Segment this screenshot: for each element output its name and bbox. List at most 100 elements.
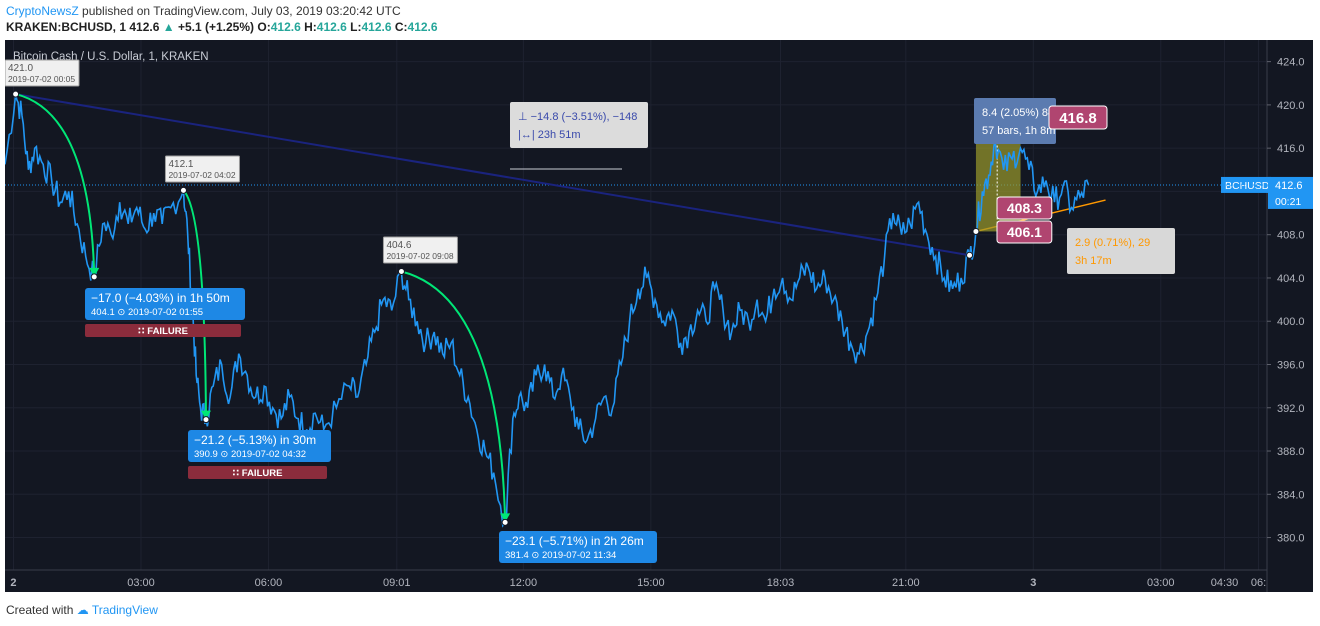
failure-label: ∷ FAILURE: [138, 326, 188, 337]
symbol-tag-box: [1221, 176, 1271, 193]
tradingview-link[interactable]: TradingView: [91, 603, 158, 617]
time-tick-label: 2: [10, 577, 16, 589]
drop-label-change: −23.1 (−5.71%) in 2h 26m: [505, 534, 644, 548]
callout-value: 421.0: [8, 63, 33, 74]
point-marker: [972, 227, 980, 235]
grid: [5, 40, 1267, 570]
high-label: H:: [304, 20, 317, 34]
measure-blue-line1: 8.4 (2.05%) 84: [982, 107, 1054, 119]
created-with-label: Created with: [6, 603, 74, 617]
close-label: C:: [394, 20, 408, 34]
callout-time: 2019-07-02 09:08: [386, 251, 453, 261]
measure-gray: ⊥ −14.8 (−3.51%), −148 |↔| 23h 51m: [510, 102, 648, 148]
drop-arrow-1: [15, 93, 96, 277]
measure-gray-box: [510, 102, 648, 148]
point-marker: [501, 518, 509, 526]
price-tick-label: 400.0: [1277, 316, 1305, 328]
drop-label: −21.2 (−5.13%) in 30m 390.9 ⊙ 2019-07-02 …: [188, 430, 331, 479]
countdown-text: 00:21: [1275, 196, 1301, 208]
time-tick-label: 12:00: [510, 577, 538, 589]
measure-blue-box: [974, 98, 1056, 144]
measure-orange: 2.9 (0.71%), 29 3h 17m: [1067, 228, 1175, 274]
price-value: 412.6: [129, 20, 160, 34]
trend-line: [15, 93, 970, 257]
drop-label-change: −21.2 (−5.13%) in 30m: [194, 433, 316, 447]
price-label-408: 408.3: [996, 196, 1053, 220]
price-label-408-text: 408.3: [1007, 200, 1042, 216]
tradingview-logo-icon: ☁: [76, 603, 89, 617]
price-series: [4, 93, 1090, 528]
chart-header: CryptoNewsZ published on TradingView.com…: [6, 3, 438, 35]
price-label-406-text: 406.1: [1007, 224, 1042, 240]
price-chart[interactable]: 424.0420.0416.0412.0408.0404.0400.0396.0…: [4, 40, 1314, 592]
callout-time: 2019-07-02 00:05: [8, 74, 75, 84]
drop-arrow-3-head: [500, 513, 511, 523]
last-price-text: 412.6: [1275, 180, 1303, 192]
chart-area[interactable]: 424.0420.0416.0412.0408.0404.0400.0396.0…: [4, 40, 1314, 592]
failure-badge: [188, 466, 327, 479]
price-tick-label: 404.0: [1277, 273, 1305, 285]
author-link[interactable]: CryptoNewsZ: [6, 4, 79, 18]
price-label-416: 416.8: [1048, 105, 1108, 130]
drop-arrow-3: [401, 270, 507, 523]
publish-info: published on TradingView.com, July 03, 2…: [82, 4, 401, 18]
time-tick-label: 03:00: [1147, 577, 1175, 589]
time-tick-label: 04:30: [1211, 577, 1239, 589]
measure-gray-line1: ⊥ −14.8 (−3.51%), −148: [518, 111, 637, 123]
point-marker: [90, 273, 98, 281]
price-label-406-box: [996, 220, 1053, 244]
price-label-408-box: [996, 196, 1053, 220]
time-tick-label: 18:03: [767, 577, 795, 589]
failure-badge: [85, 324, 241, 337]
point-marker: [966, 251, 974, 259]
price-label-416-box: [1048, 105, 1108, 130]
footer: Created with ☁ TradingView: [6, 603, 158, 617]
drop-label-box: [85, 288, 245, 320]
drop-arrow-2-head: [200, 410, 211, 420]
ohlc-line: KRAKEN:BCHUSD, 1 412.6 ▲ +5.1 (+1.25%) O…: [6, 19, 438, 35]
price-tick-label: 420.0: [1277, 100, 1305, 112]
time-tick-label: 3: [1030, 577, 1036, 589]
low-label: L:: [350, 20, 362, 34]
drop-label-info: 404.1 ⊙ 2019-07-02 01:55: [91, 307, 203, 318]
time-tick-label: 09:01: [383, 577, 411, 589]
point-marker: [179, 186, 187, 194]
change-value: +5.1 (+1.25%): [177, 20, 255, 34]
price-label-416-text: 416.8: [1059, 110, 1097, 127]
callout-box: [4, 59, 80, 87]
price-tick-label: 384.0: [1277, 489, 1305, 501]
price-line: [4, 93, 1090, 528]
price-tick-label: 392.0: [1277, 403, 1305, 415]
drop-label-info: 381.4 ⊙ 2019-07-02 11:34: [505, 550, 616, 561]
publish-line: CryptoNewsZ published on TradingView.com…: [6, 3, 438, 19]
measure-blue: 8.4 (2.05%) 84 57 bars, 1h 8m: [974, 98, 1056, 144]
measure-gray-line2: |↔| 23h 51m: [518, 129, 581, 141]
low-value: 412.6: [361, 20, 392, 34]
measure-orange-line2: 3h 17m: [1075, 255, 1112, 267]
time-tick-label: 06:00: [255, 577, 283, 589]
drop-label-change: −17.0 (−4.03%) in 1h 50m: [91, 291, 230, 305]
price-tick-label: 424.0: [1277, 57, 1305, 69]
drop-arrow-1-head: [89, 267, 100, 277]
price-label-406: 406.1: [996, 220, 1053, 244]
time-axis[interactable]: 2 03:00 06:00 09:01 12:00 15:00 18:03 21:00 3 03:…: [5, 569, 1267, 589]
symbol-label: KRAKEN:BCHUSD, 1: [6, 20, 127, 34]
time-tick-label: 21:00: [892, 577, 920, 589]
measure-orange-box: [1067, 228, 1175, 274]
price-tick-label: 388.0: [1277, 446, 1305, 458]
point-marker: [12, 90, 20, 98]
callout-time: 2019-07-02 04:02: [168, 170, 235, 180]
price-tick-label: 408.0: [1277, 230, 1305, 242]
price-axis[interactable]: 424.0420.0416.0412.0408.0404.0400.0396.0…: [1221, 40, 1314, 592]
price-tick-label: 380.0: [1277, 533, 1305, 545]
drop-label-box: [499, 531, 657, 563]
price-tick-label: 396.0: [1277, 359, 1305, 371]
open-label: O:: [257, 20, 271, 34]
up-arrow-icon: ▲: [162, 20, 175, 34]
high-value: 412.6: [316, 20, 347, 34]
open-value: 412.6: [270, 20, 301, 34]
